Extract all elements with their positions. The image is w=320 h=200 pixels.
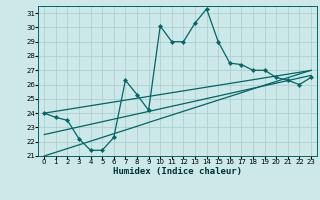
X-axis label: Humidex (Indice chaleur): Humidex (Indice chaleur) (113, 167, 242, 176)
